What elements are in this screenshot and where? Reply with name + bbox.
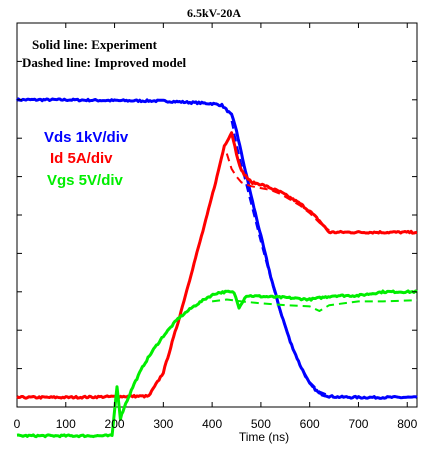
x-tick-label: 0: [14, 417, 21, 431]
chart-title: 6.5kV-20A: [187, 6, 241, 20]
x-tick-label: 200: [105, 417, 125, 431]
legend-vgs: Vgs 5V/div: [47, 172, 124, 189]
x-tick-label: 800: [397, 417, 417, 431]
plot-frame: [17, 23, 417, 407]
dashed-line-note: Dashed line: Improved model: [22, 55, 186, 70]
x-tick-label: 600: [300, 417, 320, 431]
x-tick-label: 100: [56, 417, 76, 431]
legend-vds: Vds 1kV/div: [44, 129, 129, 146]
solid-line-note: Solid line: Experiment: [32, 37, 158, 52]
x-tick-labels: 0 100 200 300 400 500 600 700 800: [14, 417, 418, 431]
legend-id: Id 5A/div: [50, 150, 113, 167]
x-axis-label: Time (ns): [239, 430, 289, 444]
x-tick-label: 500: [251, 417, 271, 431]
x-tick-label: 300: [153, 417, 173, 431]
x-tick-label: 700: [348, 417, 368, 431]
x-tick-label: 400: [202, 417, 222, 431]
